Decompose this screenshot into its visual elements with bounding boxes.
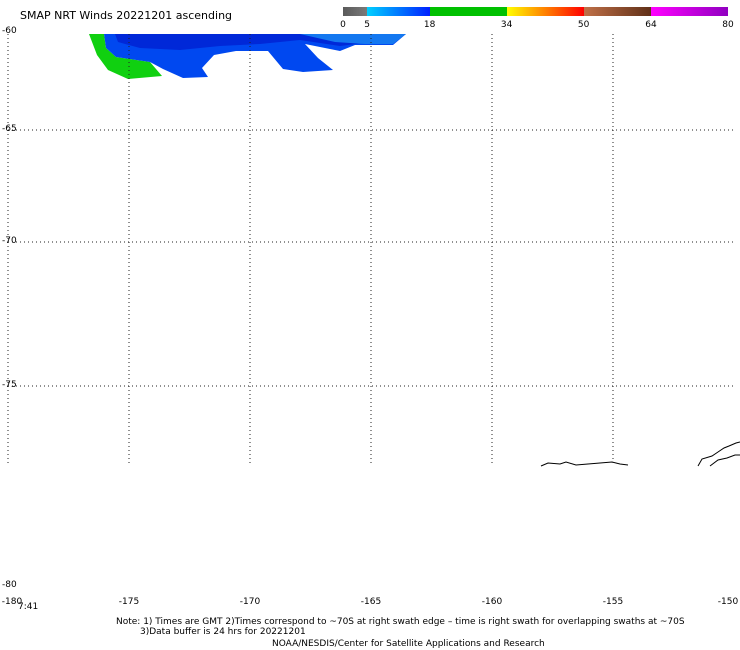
longitude-label: -165 (360, 597, 382, 607)
longitude-label: -175 (118, 597, 140, 607)
coastline (540, 441, 740, 467)
graticule (7, 34, 734, 466)
latitude-label: -70 (2, 236, 17, 246)
coastline-segment (697, 441, 740, 467)
colorbar-tick-label: 18 (423, 20, 436, 30)
pass-time-label: 7:41 (18, 602, 39, 612)
colorbar-tick-label: 5 (364, 20, 370, 30)
colorbar-segment (343, 7, 368, 16)
latitude-label: -80 (2, 580, 17, 590)
swath-green-region (89, 34, 162, 79)
latitude-label: -65 (2, 124, 17, 134)
colorbar-segment (367, 7, 430, 16)
swath-light-blue-region (300, 34, 406, 44)
longitude-label: -180 (1, 597, 23, 607)
longitude-label: -160 (481, 597, 503, 607)
colorbar-tick-label: 64 (645, 20, 657, 30)
colorbar-tick-label: 80 (722, 20, 734, 30)
colorbar-segment (651, 7, 728, 16)
longitude-label: -150 (717, 597, 739, 607)
longitude-label: -155 (602, 597, 624, 607)
latitude-label: -60 (2, 26, 17, 36)
note-line-1: Note: 1) Times are GMT 2)Times correspon… (116, 617, 685, 627)
note-line-2: 3)Data buffer is 24 hrs for 20221201 (140, 627, 306, 637)
colorbar-tick-label: 50 (577, 20, 590, 30)
wind-swath (89, 34, 406, 79)
map-title: SMAP NRT Winds 20221201 ascending (20, 9, 233, 22)
colorbar-tick-label: 0 (340, 20, 346, 30)
longitude-label: -170 (239, 597, 261, 607)
colorbar-segment (429, 7, 507, 16)
latitude-label: -75 (2, 380, 17, 390)
coastline-segment (540, 461, 629, 467)
colorbar-segment (506, 7, 584, 16)
colorbar-tick-label: 34 (500, 20, 513, 30)
coastline-segment (709, 454, 740, 467)
colorbar-segment (583, 7, 651, 16)
note-line-3: NOAA/NESDIS/Center for Satellite Applica… (272, 639, 545, 649)
